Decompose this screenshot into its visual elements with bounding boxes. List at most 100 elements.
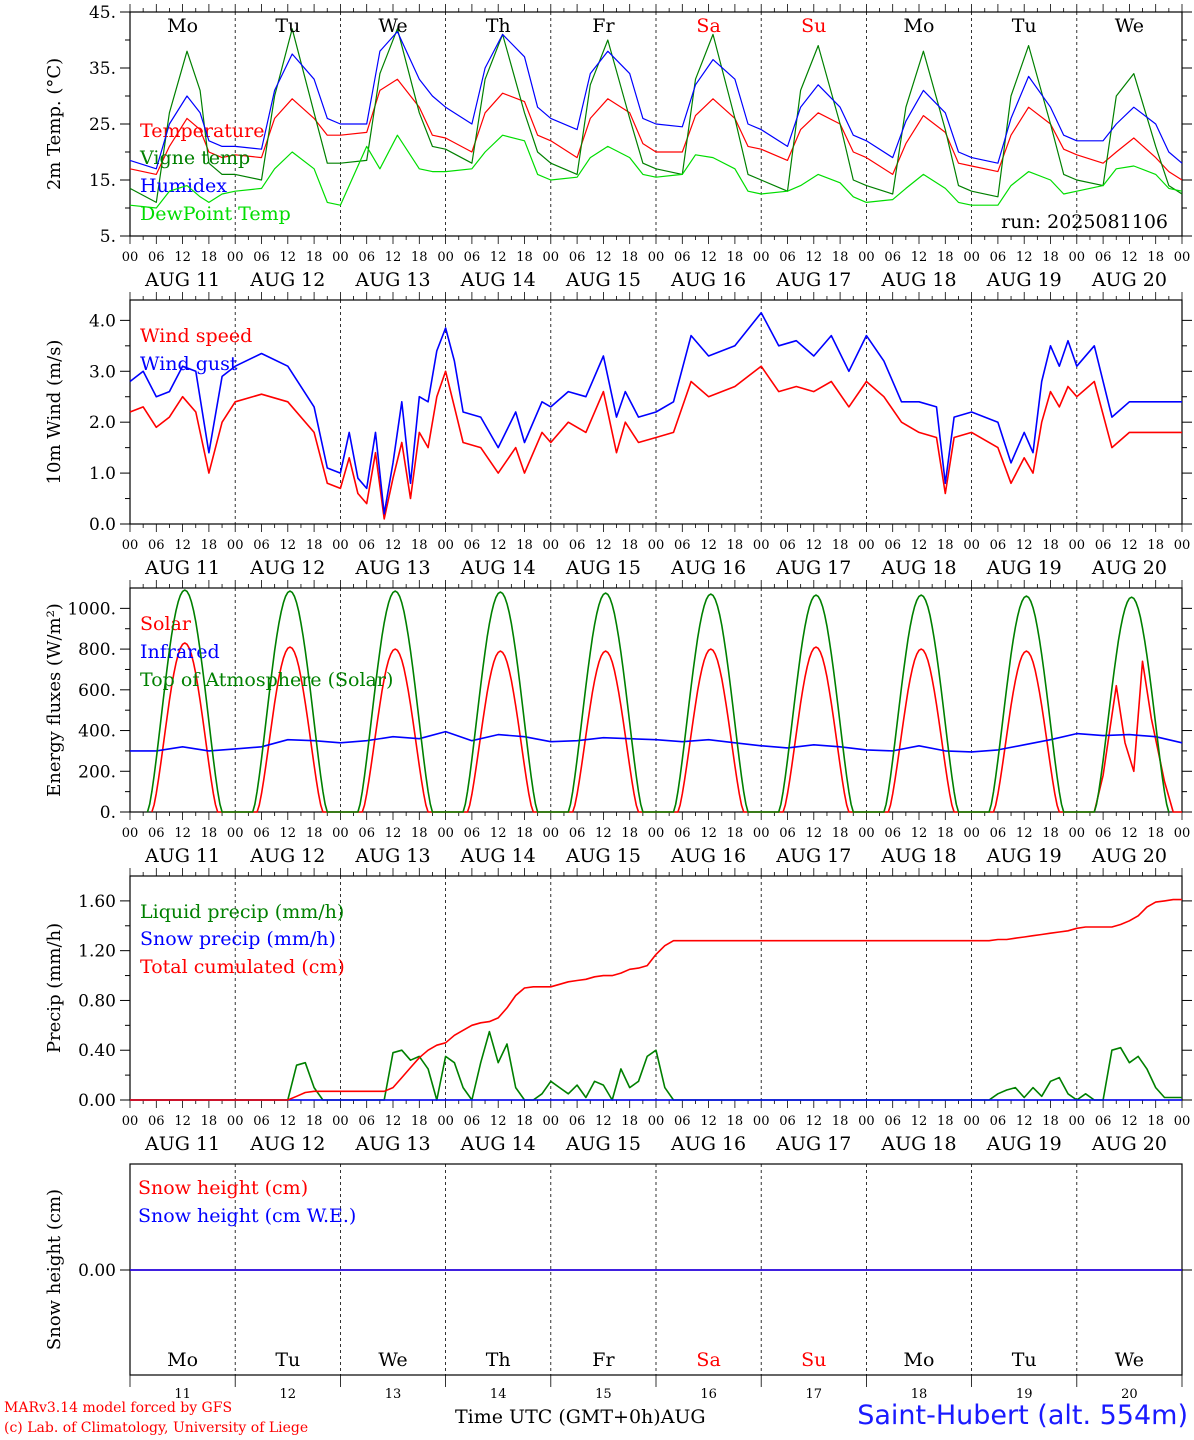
hour-label: 12 <box>700 826 717 841</box>
hour-label: 06 <box>358 826 375 841</box>
hour-label: 18 <box>621 538 638 553</box>
y-axis-title: Precip (mm/h) <box>44 923 65 1053</box>
hour-label: 00 <box>437 826 454 841</box>
hour-label: 06 <box>1095 1114 1112 1129</box>
hour-label: 12 <box>280 1114 297 1129</box>
hour-label: 12 <box>1121 826 1138 841</box>
hour-label: 00 <box>963 250 980 265</box>
hour-label: 06 <box>1095 250 1112 265</box>
series-line <box>151 642 1182 813</box>
hour-label: 12 <box>806 250 823 265</box>
y-axis-title: 2m Temp. (°C) <box>44 58 65 190</box>
hour-label: 12 <box>700 250 717 265</box>
day-of-week-label: Tu <box>275 15 300 37</box>
date-label: AUG 20 <box>1091 845 1167 867</box>
date-label: AUG 17 <box>775 845 851 867</box>
y-tick-label: 25. <box>89 115 116 135</box>
hour-label: 06 <box>674 826 691 841</box>
date-label: AUG 14 <box>460 1133 536 1155</box>
hour-label: 06 <box>148 250 165 265</box>
series-line <box>130 1030 1182 1101</box>
hour-label: 06 <box>358 250 375 265</box>
date-label: AUG 12 <box>249 557 325 579</box>
y-tick-label: 45. <box>89 3 116 23</box>
date-label: AUG 14 <box>460 557 536 579</box>
bottom-day-number: 16 <box>700 1387 717 1402</box>
hour-label: 12 <box>280 538 297 553</box>
hour-label: 00 <box>1069 1114 1086 1129</box>
hour-label: 18 <box>1147 250 1164 265</box>
date-label: AUG 17 <box>775 557 851 579</box>
y-tick-label: 0.80 <box>78 991 116 1011</box>
hour-label: 12 <box>490 826 507 841</box>
hour-label: 00 <box>227 250 244 265</box>
hour-label: 00 <box>753 826 770 841</box>
bottom-day-of-week: We <box>378 1349 407 1371</box>
hour-label: 12 <box>385 826 402 841</box>
hour-label: 06 <box>358 538 375 553</box>
bottom-day-number: 17 <box>806 1387 823 1402</box>
y-tick-label: 0.00 <box>78 1261 116 1281</box>
hour-label: 18 <box>1042 250 1059 265</box>
credit-lab: (c) Lab. of Climatology, University of L… <box>4 1420 309 1436</box>
hour-label: 06 <box>990 826 1007 841</box>
y-tick-label: 0.40 <box>78 1041 116 1061</box>
hour-label: 12 <box>385 250 402 265</box>
date-label: AUG 12 <box>249 845 325 867</box>
bottom-day-of-week: Mo <box>904 1349 935 1371</box>
date-label: AUG 16 <box>670 557 746 579</box>
hour-label: 00 <box>332 1114 349 1129</box>
bottom-day-of-week: Mo <box>167 1349 198 1371</box>
hour-label: 06 <box>990 538 1007 553</box>
hour-label: 12 <box>385 538 402 553</box>
hour-label: 06 <box>253 538 270 553</box>
hour-label: 06 <box>148 826 165 841</box>
hour-label: 00 <box>963 1114 980 1129</box>
hour-label: 06 <box>779 826 796 841</box>
hour-label: 06 <box>884 826 901 841</box>
hour-label: 06 <box>148 538 165 553</box>
series-line <box>129 31 1183 170</box>
day-of-week-label: We <box>1115 15 1144 37</box>
time-axis-label: Time UTC (GMT+0h)AUG <box>455 1406 706 1428</box>
hour-label: 06 <box>569 538 586 553</box>
day-of-week-label: Mo <box>904 15 935 37</box>
hour-label: 06 <box>884 250 901 265</box>
hour-label: 00 <box>648 538 665 553</box>
legend-entry: Humidex <box>140 175 227 197</box>
date-label: AUG 11 <box>144 269 220 291</box>
hour-label: 12 <box>595 826 612 841</box>
y-tick-label: 1.20 <box>78 942 116 962</box>
hour-label: 00 <box>543 826 560 841</box>
date-label: AUG 18 <box>880 845 956 867</box>
hour-label: 06 <box>884 1114 901 1129</box>
hour-label: 00 <box>858 1114 875 1129</box>
hour-label: 00 <box>332 538 349 553</box>
hour-label: 18 <box>306 250 323 265</box>
date-label: AUG 17 <box>775 1133 851 1155</box>
y-tick-label: 400. <box>78 722 116 742</box>
hour-label: 18 <box>411 538 428 553</box>
hour-label: 06 <box>358 1114 375 1129</box>
series-line <box>129 134 1183 209</box>
hour-label: 00 <box>122 250 139 265</box>
hour-label: 06 <box>464 826 481 841</box>
hour-label: 12 <box>700 538 717 553</box>
legend-entry: Vigne temp <box>139 147 250 169</box>
hour-label: 00 <box>437 250 454 265</box>
hour-label: 18 <box>1042 1114 1059 1129</box>
hour-label: 18 <box>1042 538 1059 553</box>
hour-label: 00 <box>543 250 560 265</box>
hour-label: 18 <box>306 1114 323 1129</box>
hour-label: 00 <box>543 1114 560 1129</box>
hour-label: 06 <box>674 538 691 553</box>
y-tick-label: 4.0 <box>89 311 116 331</box>
date-label: AUG 14 <box>460 845 536 867</box>
legend-entry: DewPoint Temp <box>140 203 291 225</box>
bottom-day-number: 19 <box>1016 1387 1033 1402</box>
hour-label: 00 <box>543 538 560 553</box>
hour-label: 18 <box>411 250 428 265</box>
y-tick-label: 2.0 <box>89 413 116 433</box>
hour-label: 00 <box>1174 826 1191 841</box>
series-line <box>146 589 1170 813</box>
